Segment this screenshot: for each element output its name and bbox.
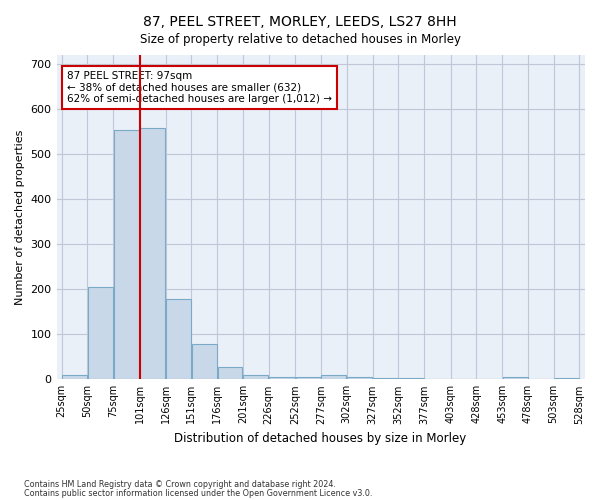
Y-axis label: Number of detached properties: Number of detached properties: [15, 130, 25, 305]
Bar: [322, 376, 346, 380]
Text: Size of property relative to detached houses in Morley: Size of property relative to detached ho…: [139, 32, 461, 46]
Bar: [218, 366, 242, 380]
Bar: [398, 378, 424, 380]
Bar: [269, 376, 295, 380]
X-axis label: Distribution of detached houses by size in Morley: Distribution of detached houses by size …: [175, 432, 467, 445]
Bar: [347, 377, 372, 380]
Text: Contains HM Land Registry data © Crown copyright and database right 2024.: Contains HM Land Registry data © Crown c…: [24, 480, 336, 489]
Bar: [296, 377, 320, 380]
Bar: [88, 288, 113, 380]
Bar: [192, 344, 217, 380]
Text: Contains public sector information licensed under the Open Government Licence v3: Contains public sector information licen…: [24, 488, 373, 498]
Bar: [62, 375, 87, 380]
Bar: [373, 378, 398, 380]
Bar: [140, 128, 165, 380]
Bar: [113, 130, 139, 380]
Bar: [166, 299, 191, 380]
Text: 87 PEEL STREET: 97sqm
← 38% of detached houses are smaller (632)
62% of semi-det: 87 PEEL STREET: 97sqm ← 38% of detached …: [67, 71, 332, 104]
Bar: [243, 375, 268, 380]
Bar: [503, 377, 527, 380]
Text: 87, PEEL STREET, MORLEY, LEEDS, LS27 8HH: 87, PEEL STREET, MORLEY, LEEDS, LS27 8HH: [143, 15, 457, 29]
Bar: [554, 378, 579, 380]
